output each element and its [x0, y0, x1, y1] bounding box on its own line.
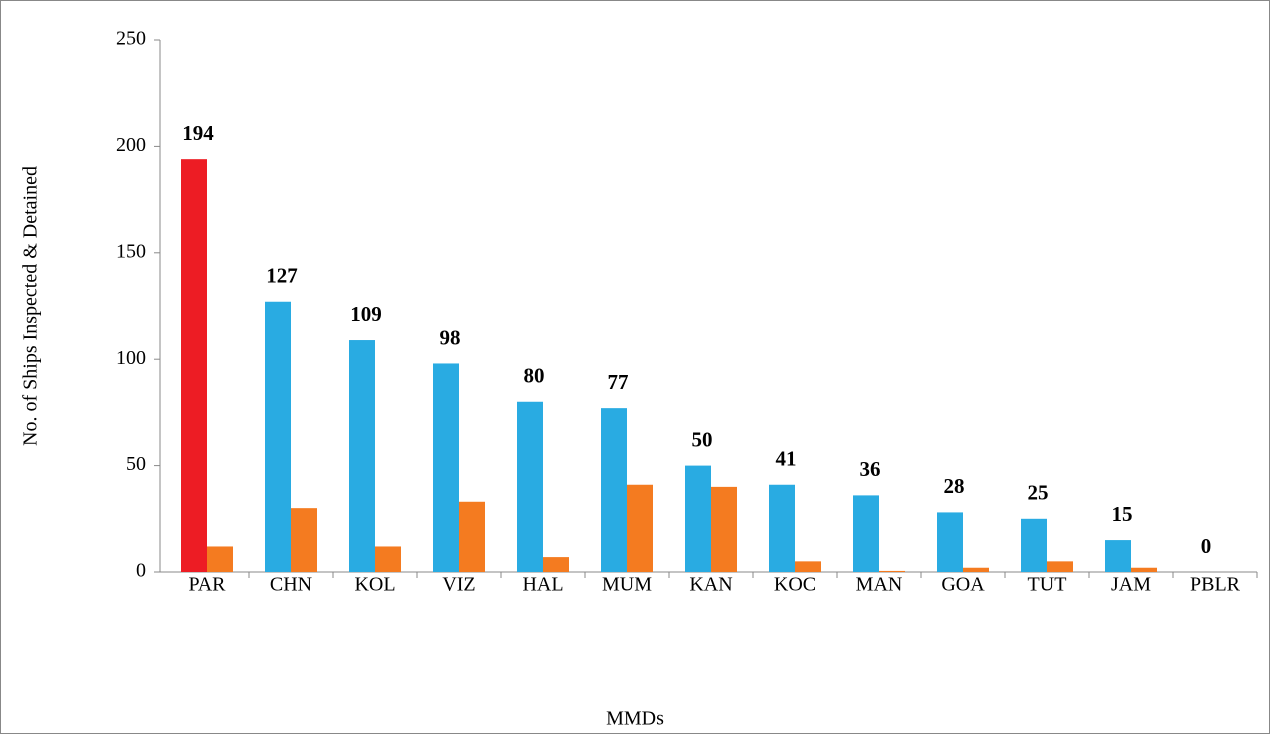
value-label: 109	[350, 302, 382, 326]
x-tick-label: KOL	[354, 574, 395, 596]
bar	[375, 546, 401, 572]
bar	[181, 159, 207, 572]
bar	[1131, 567, 1157, 572]
value-label: 77	[608, 370, 629, 394]
bar	[265, 301, 291, 572]
y-axis-label: No. of Ships Inspected & Detained	[20, 166, 42, 446]
x-tick-label: CHN	[270, 574, 312, 596]
x-tick-label: MAN	[856, 574, 903, 596]
x-tick-label: TUT	[1028, 574, 1067, 596]
x-tick-label: PBLR	[1190, 574, 1241, 596]
value-label: 28	[944, 474, 965, 498]
x-tick-label: PAR	[188, 574, 226, 596]
x-tick-label: JAM	[1111, 574, 1151, 596]
value-label: 127	[266, 264, 298, 288]
y-tick-label: 50	[126, 453, 146, 475]
y-axis-label-group: No. of Ships Inspected & Detained	[20, 166, 42, 446]
bar	[1047, 561, 1073, 572]
value-label: 25	[1028, 481, 1049, 505]
bar	[291, 508, 317, 572]
bar	[769, 484, 795, 572]
bar	[963, 567, 989, 572]
bar	[627, 484, 653, 572]
value-label: 194	[182, 121, 214, 145]
x-tick-label: KAN	[689, 574, 732, 596]
bar	[433, 363, 459, 572]
bar	[685, 465, 711, 572]
y-tick-label: 100	[116, 347, 146, 369]
bar	[517, 401, 543, 572]
value-label: 98	[440, 325, 461, 349]
bar	[937, 512, 963, 572]
bar	[853, 495, 879, 572]
bar	[601, 408, 627, 572]
value-label: 80	[524, 364, 545, 388]
value-label: 15	[1112, 502, 1133, 526]
y-tick-label: 150	[116, 240, 146, 262]
x-axis-label: MMDs	[606, 708, 664, 730]
bar	[1021, 518, 1047, 572]
value-label: 36	[860, 457, 881, 481]
bar	[879, 570, 905, 572]
bar	[543, 557, 569, 572]
bar	[711, 486, 737, 572]
bar	[1105, 540, 1131, 572]
bar	[349, 340, 375, 572]
value-label: 50	[692, 427, 713, 451]
x-tick-label: VIZ	[442, 574, 475, 596]
x-tick-label: HAL	[522, 574, 563, 596]
value-label: 0	[1201, 534, 1212, 558]
bar	[459, 501, 485, 572]
x-tick-label: GOA	[941, 574, 985, 596]
y-tick-label: 0	[136, 560, 146, 582]
x-tick-label: KOC	[774, 574, 816, 596]
bar	[207, 546, 233, 572]
x-tick-label: MUM	[602, 574, 652, 596]
y-tick-label: 250	[116, 28, 146, 50]
value-label: 41	[776, 447, 797, 471]
y-tick-label: 200	[116, 134, 146, 156]
bar	[795, 561, 821, 572]
